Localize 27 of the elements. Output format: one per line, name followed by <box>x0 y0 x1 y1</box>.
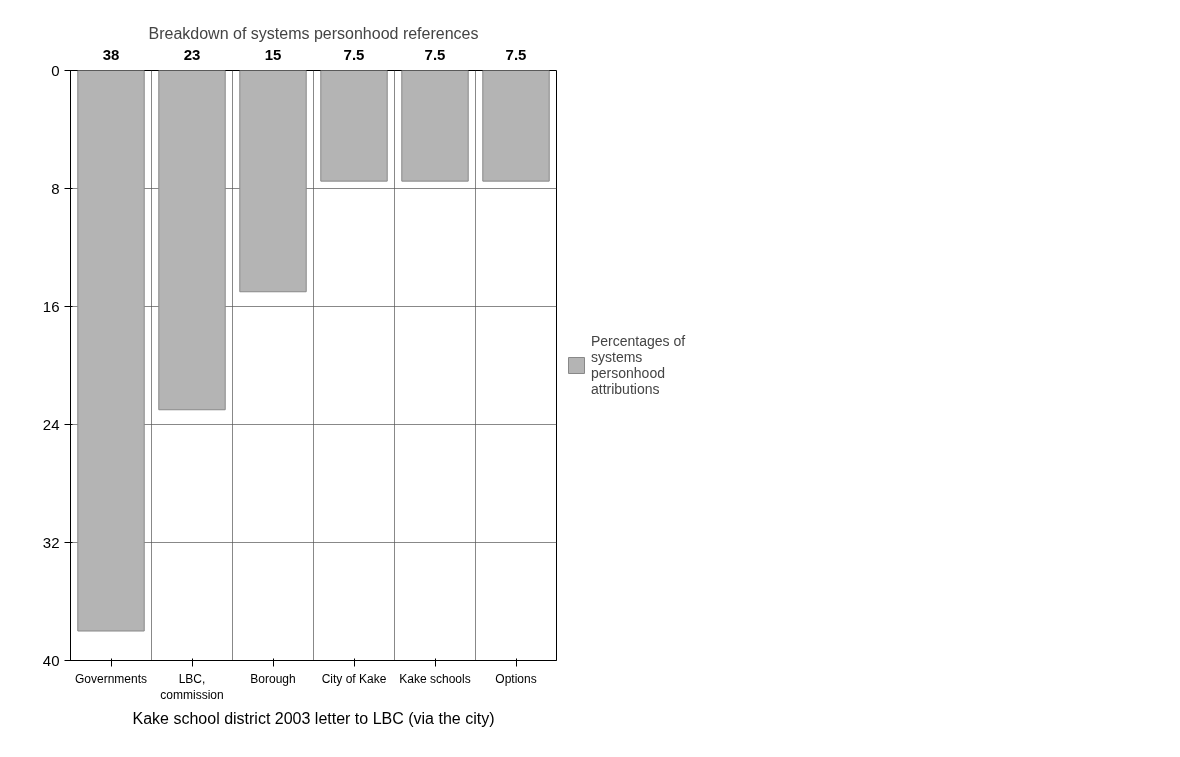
x-tick-label: City of Kake <box>321 671 387 686</box>
bar <box>77 70 145 632</box>
x-tick-label: Options <box>495 671 537 686</box>
x-axis-title: Kake school district 2003 letter to LBC (via the city) <box>132 710 495 728</box>
bar <box>401 70 469 182</box>
y-tick-label: 8 <box>51 179 60 197</box>
bar <box>320 70 388 182</box>
y-tick-label: 16 <box>42 297 60 315</box>
legend-label: Percentages of systems personhood attributions <box>591 333 686 397</box>
x-tick-label: Borough <box>250 671 296 686</box>
data-label: 38 <box>102 45 120 63</box>
x-tick-label: Kake schools <box>399 671 471 686</box>
bar <box>482 70 550 182</box>
y-tick-label: 32 <box>42 533 60 551</box>
y-tick-label: 40 <box>42 651 60 669</box>
data-label: 7.5 <box>424 45 446 63</box>
y-tick-label: 0 <box>51 61 60 79</box>
bar <box>158 70 226 411</box>
bar <box>239 70 307 293</box>
data-label: 7.5 <box>505 45 527 63</box>
x-tick-label: Governments <box>74 671 148 686</box>
y-tick-label: 24 <box>42 415 60 433</box>
data-label: 7.5 <box>343 45 365 63</box>
data-label: 15 <box>264 45 282 63</box>
chart-title: Breakdown of systems personhood references <box>148 24 479 42</box>
x-tick-label: LBC, commission <box>160 671 224 703</box>
data-label: 23 <box>183 45 201 63</box>
